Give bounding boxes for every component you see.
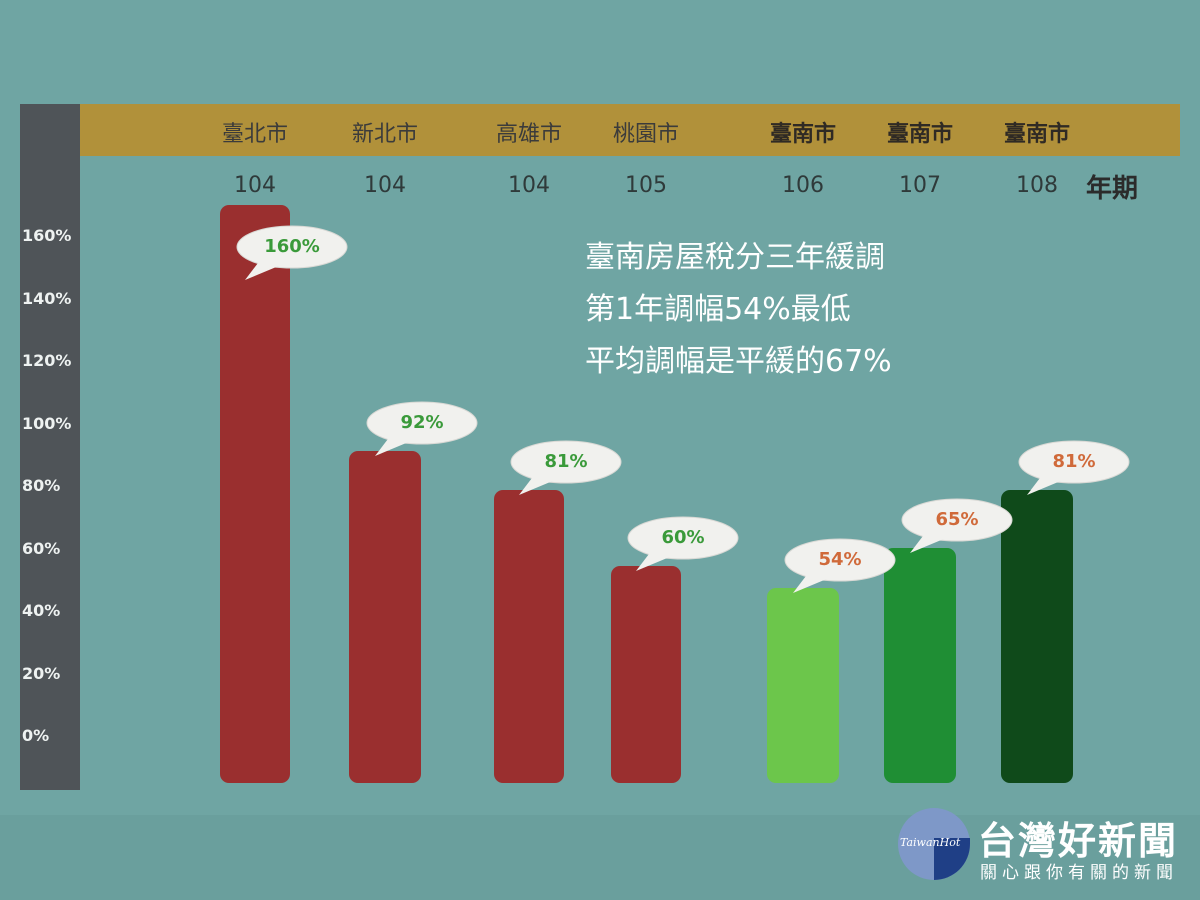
category-label: 臺南市 [1003,122,1071,147]
y-tick-label: 80% [22,476,61,495]
year-label: 104 [234,173,276,198]
category-label: 高雄市 [495,122,563,147]
speech-bubble-shape [366,401,478,456]
bubble-tail [636,550,672,572]
bubble-body [510,440,622,484]
logo-english: TaiwanHot [900,836,961,849]
year-label: 106 [782,173,824,198]
bar [767,587,839,783]
taiwanhot-logo: TaiwanHot 台灣好新聞 關心跟你有關的新聞 [898,808,1188,890]
bar [494,490,564,783]
y-tick-label: 20% [22,663,61,683]
data-label: 81% [544,451,588,473]
category-label: 臺南市 [769,122,837,147]
speech-bubble-shape [627,516,739,572]
year-label: 108 [1016,173,1058,198]
bubble-tail [910,532,946,554]
y-tick-label: 160% [22,226,72,245]
y-tick-label: 0% [22,726,50,745]
y-axis-panel [20,104,80,790]
logo-title: 台灣好新聞 [978,819,1179,863]
data-label-bubble: 81% [1017,440,1131,496]
data-label: 81% [1052,451,1096,473]
year-label: 105 [625,173,667,198]
speech-bubble-shape [784,538,896,593]
y-tick-label: 100% [22,413,72,433]
bubble-body [901,498,1013,542]
bubble-tail [793,571,829,593]
data-label-bubble: 54% [783,538,897,593]
bubble-body [1018,440,1130,484]
annotation-line-1: 臺南房屋稅分三年緩調 [585,240,885,275]
category-label: 臺北市 [221,122,289,147]
annotation-text: 臺南房屋稅分三年緩調 第1年調幅54%最低 平均調幅是平緩的67% [585,232,892,388]
bubble-tail [245,259,281,280]
bubble-body [627,516,739,560]
annotation-line-2: 第1年調幅54%最低 [585,292,851,327]
data-label-bubble: 92% [365,401,479,456]
bar [349,450,421,783]
year-header: 年期 [1086,174,1139,204]
bubble-body [784,538,896,582]
bar [1001,490,1073,783]
y-tick-label: 40% [22,601,61,620]
bar [884,548,956,783]
category-label: 新北市 [351,122,419,147]
data-label-bubble: 60% [626,516,740,572]
data-label: 54% [818,548,862,570]
bubble-tail [519,474,555,496]
data-label: 65% [935,509,979,531]
year-label: 104 [364,173,406,198]
y-tick-label: 140% [22,288,72,308]
annotation-line-3: 平均調幅是平緩的67% [585,344,892,379]
bottom-band [0,815,1200,900]
data-label-bubble: 65% [900,498,1014,554]
y-tick-label: 60% [22,538,61,558]
speech-bubble-shape [236,225,348,280]
data-label: 60% [661,527,705,549]
bubble-body [366,401,478,445]
bubble-body [236,225,348,269]
logo-circle-icon [898,808,970,880]
data-label-bubble: 81% [509,440,623,496]
speech-bubble-shape [901,498,1013,554]
category-label: 桃園市 [612,122,680,147]
year-label: 107 [899,173,941,198]
data-label: 92% [400,411,444,433]
y-tick-label: 120% [22,351,72,370]
speech-bubble-shape [510,440,622,496]
data-label-bubble: 160% [235,225,349,280]
year-label: 104 [508,173,550,198]
bar [220,205,290,783]
category-header-band [80,104,1180,156]
bubble-tail [1027,474,1063,496]
data-label: 160% [264,236,320,257]
category-label: 臺南市 [886,122,954,147]
speech-bubble-shape [1018,440,1130,496]
bar [611,566,681,783]
bubble-tail [375,434,411,456]
logo-subtitle: 關心跟你有關的新聞 [980,863,1178,883]
